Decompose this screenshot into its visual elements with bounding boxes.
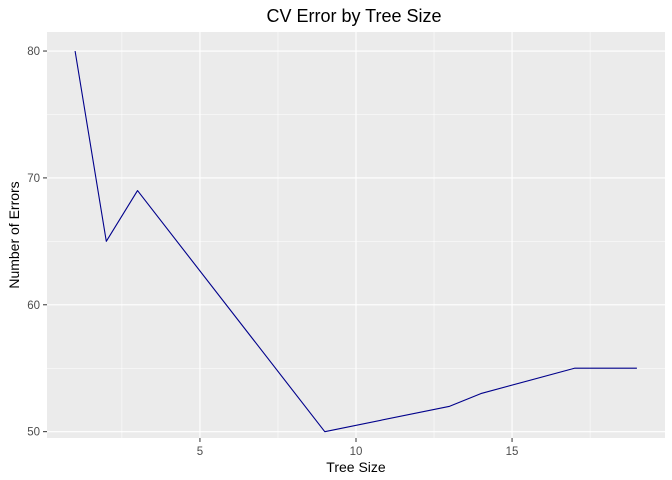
y-tick-label: 80	[27, 46, 40, 58]
series-layer	[74, 50, 637, 433]
x-axis-ticks: 5 10 15	[197, 438, 519, 458]
chart-title: CV Error by Tree Size	[266, 6, 441, 26]
x-tick-label: 5	[197, 446, 203, 458]
major-gridlines	[47, 32, 665, 438]
y-axis-ticks: 50 60 70 80	[27, 46, 47, 439]
series-line	[74, 50, 637, 433]
x-tick-label: 15	[506, 446, 519, 458]
x-tick-label: 10	[350, 446, 363, 458]
y-tick-label: 70	[27, 173, 40, 185]
y-tick-label: 60	[27, 300, 40, 312]
y-axis-title: Number of Errors	[6, 181, 22, 288]
x-axis-title: Tree Size	[326, 459, 386, 475]
y-tick-label: 50	[27, 427, 40, 439]
